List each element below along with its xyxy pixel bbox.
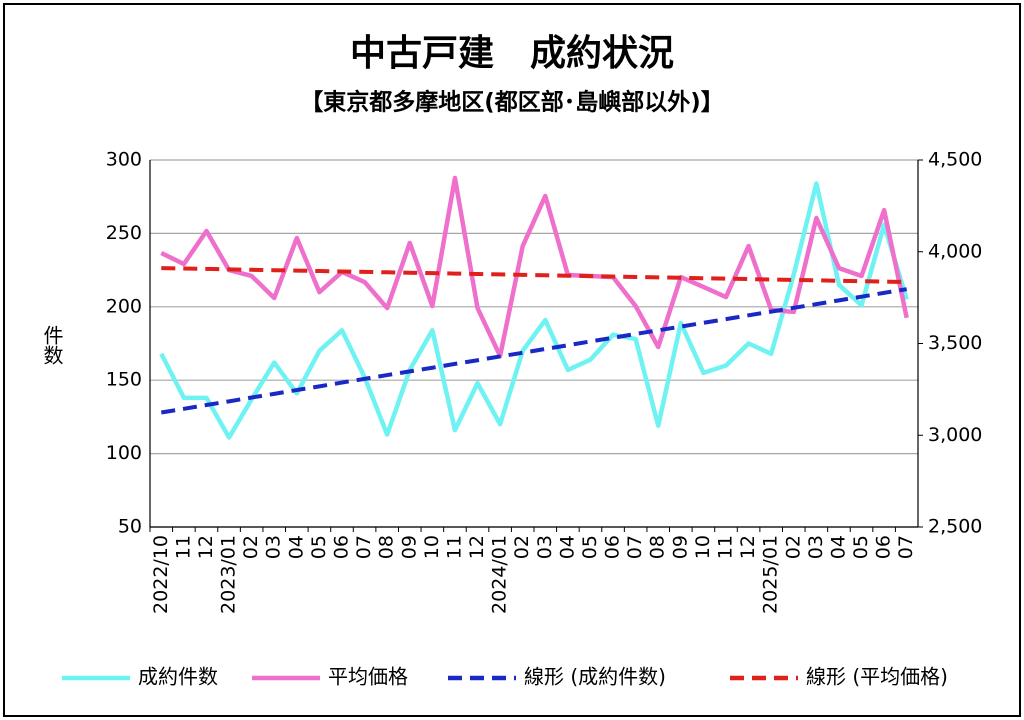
- x-tick-label: 2024/01: [489, 535, 511, 614]
- x-tick-label: 03: [805, 535, 827, 559]
- x-tick-label: 06: [602, 535, 624, 559]
- y-tick-label: 300: [106, 149, 142, 171]
- x-tick-label: 11: [443, 535, 465, 559]
- x-tick-label: 04: [556, 535, 578, 559]
- x-tick-label: 02: [240, 535, 262, 559]
- y-tick-label: 50: [118, 516, 142, 538]
- x-tick-label: 08: [376, 535, 398, 559]
- legend-label: 成約件数: [138, 665, 218, 689]
- x-tick-label: 11: [172, 535, 194, 559]
- y2-tick-label: 3,000: [928, 424, 982, 446]
- x-tick-label: 10: [421, 535, 443, 559]
- legend-label: 平均価格: [328, 665, 408, 689]
- x-tick-label: 04: [827, 535, 849, 559]
- trend-line: [160, 287, 908, 415]
- series-line: [159, 181, 909, 440]
- x-tick-label: 07: [895, 535, 917, 559]
- x-tick-label: 08: [647, 535, 669, 559]
- x-tick-label: 12: [466, 535, 488, 559]
- x-tick-label: 02: [511, 535, 533, 559]
- x-tick-label: 06: [331, 535, 353, 559]
- y-axis-label: 件数: [40, 325, 64, 365]
- x-tick-label: 2023/01: [218, 535, 240, 614]
- x-tick-label: 07: [624, 535, 646, 559]
- chart-subtitle: 【東京都多摩地区(都区部･島嶼部以外)】: [300, 89, 724, 116]
- trend-line: [161, 266, 907, 285]
- y2-tick-label: 4,000: [928, 240, 982, 262]
- x-tick-label: 11: [715, 535, 737, 559]
- y-tick-label: 150: [106, 369, 142, 391]
- x-tick-label: 05: [579, 535, 601, 559]
- x-tick-label: 05: [308, 535, 330, 559]
- x-tick-label: 12: [737, 535, 759, 559]
- x-tick-label: 2022/10: [150, 535, 172, 614]
- frame: [3, 3, 1021, 717]
- x-tick-label: 07: [353, 535, 375, 559]
- x-tick-label: 09: [398, 535, 420, 559]
- x-tick-label: 03: [534, 535, 556, 559]
- x-tick-label: 06: [873, 535, 895, 559]
- x-tick-label: 2025/01: [760, 535, 782, 614]
- y2-tick-label: 3,500: [928, 332, 982, 354]
- legend-label: 線形 (成約件数): [524, 665, 666, 689]
- chart-title: 中古戸建 成約状況: [350, 33, 674, 74]
- legend-label: 線形 (平均価格): [806, 665, 948, 689]
- y-tick-label: 100: [106, 442, 142, 464]
- x-tick-label: 12: [195, 535, 217, 559]
- y2-tick-label: 2,500: [928, 516, 982, 538]
- y-tick-label: 200: [106, 295, 142, 317]
- x-tick-label: 10: [692, 535, 714, 559]
- x-tick-label: 04: [285, 535, 307, 559]
- x-tick-label: 02: [782, 535, 804, 559]
- y-tick-label: 250: [106, 222, 142, 244]
- x-tick-label: 03: [263, 535, 285, 559]
- x-tick-label: 09: [669, 535, 691, 559]
- x-tick-label: 05: [850, 535, 872, 559]
- y2-tick-label: 4,500: [928, 149, 982, 171]
